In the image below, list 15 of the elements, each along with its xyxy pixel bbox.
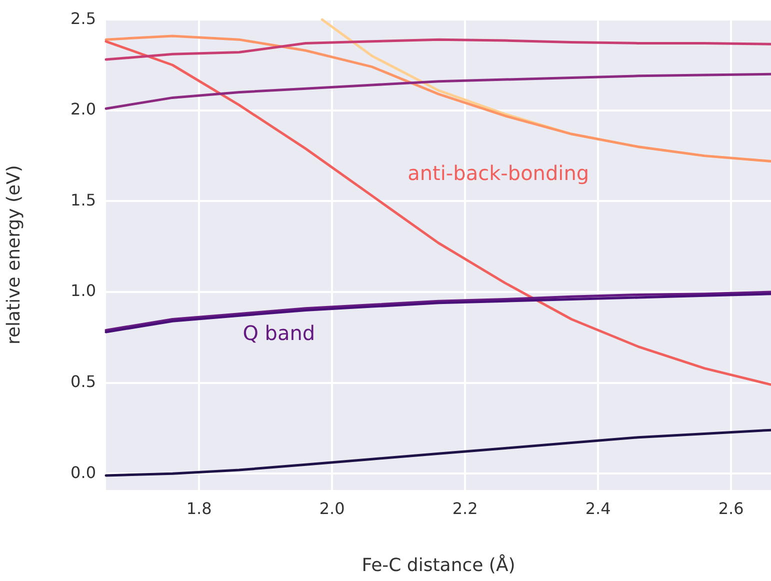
y-axis-title: relative energy (eV) bbox=[3, 165, 24, 345]
y-tick-label: 2.0 bbox=[70, 100, 96, 119]
x-tick-label: 1.8 bbox=[186, 498, 212, 518]
x-tick-label: 2.4 bbox=[585, 498, 611, 518]
y-tick-label: 1.0 bbox=[70, 281, 96, 300]
y-tick-label: 2.5 bbox=[70, 8, 96, 28]
y-tick-label: 0.0 bbox=[70, 462, 96, 482]
y-tick-label: 0.5 bbox=[70, 372, 96, 391]
x-tick-label: 2.2 bbox=[452, 498, 478, 518]
x-axis-title: Fe-C distance (Å) bbox=[362, 554, 516, 576]
x-tick-label: 2.6 bbox=[718, 498, 744, 518]
annotation: Q band bbox=[242, 320, 316, 345]
y-tick-label: 1.5 bbox=[70, 190, 96, 210]
x-tick-label: 2.0 bbox=[319, 498, 345, 518]
annotation: anti-back-bonding bbox=[408, 161, 590, 186]
